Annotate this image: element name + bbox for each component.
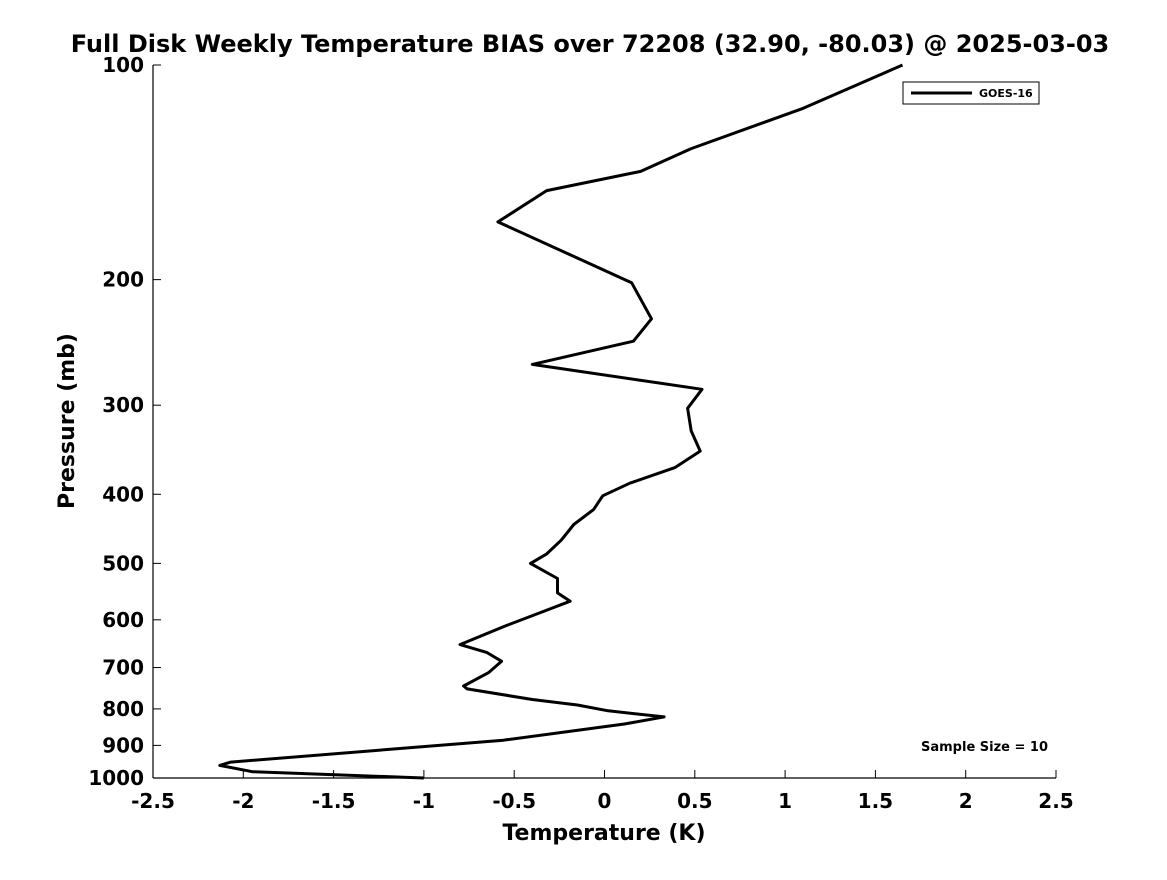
x-tick-label: 2	[959, 789, 973, 813]
y-tick-label: 900	[102, 733, 144, 757]
x-tick-label: 0.5	[677, 789, 712, 813]
y-axis-label: Pressure (mb)	[55, 333, 80, 509]
x-tick-label: -1	[413, 789, 435, 813]
y-tick-label: 500	[102, 551, 144, 575]
x-tick-label: -2	[232, 789, 254, 813]
y-tick-label: 400	[102, 482, 144, 506]
y-tick-label: 600	[102, 608, 144, 632]
y-tick-label: 800	[102, 697, 144, 721]
chart-title: Full Disk Weekly Temperature BIAS over 7…	[71, 30, 1110, 58]
x-tick-label: 0	[598, 789, 612, 813]
y-tick-label: 700	[102, 656, 144, 680]
x-tick-label: -1.5	[312, 789, 356, 813]
x-tick-label: 1	[778, 789, 792, 813]
legend-label: GOES-16	[979, 87, 1033, 100]
legend: GOES-16	[902, 81, 1040, 105]
axes	[152, 65, 1056, 779]
y-tick-label: 1000	[88, 766, 144, 790]
y-tick-label: 100	[102, 53, 144, 77]
sample-size-annotation: Sample Size = 10	[921, 740, 1048, 755]
y-tick-label: 300	[102, 393, 144, 417]
x-tick-label: 2.5	[1038, 789, 1073, 813]
ticks: -2.5 -2 -1.5 -1 -0.5 0 0.5 1 1.5 2 2.5 100 200 300 400…	[88, 53, 1073, 813]
series-line-0	[218, 63, 904, 780]
x-tick-label: -0.5	[492, 789, 536, 813]
x-axis-label: Temperature (K)	[502, 821, 705, 846]
series	[218, 63, 904, 780]
y-tick-label: 200	[102, 268, 144, 292]
x-tick-label: 1.5	[858, 789, 893, 813]
x-tick-label: -2.5	[131, 789, 175, 813]
